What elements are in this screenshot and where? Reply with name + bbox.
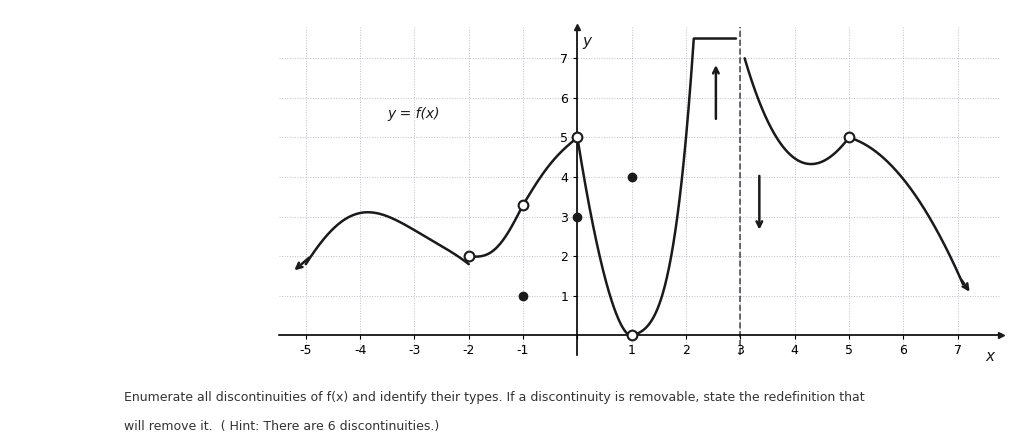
Text: Enumerate all discontinuities of f(x) and identify their types. If a discontinui: Enumerate all discontinuities of f(x) an… xyxy=(124,391,865,404)
Text: x: x xyxy=(986,349,995,364)
Text: y = f(x): y = f(x) xyxy=(387,107,440,121)
Text: y: y xyxy=(583,34,591,49)
Text: will remove it.  ( Hint: There are 6 discontinuities.): will remove it. ( Hint: There are 6 disc… xyxy=(124,420,439,432)
